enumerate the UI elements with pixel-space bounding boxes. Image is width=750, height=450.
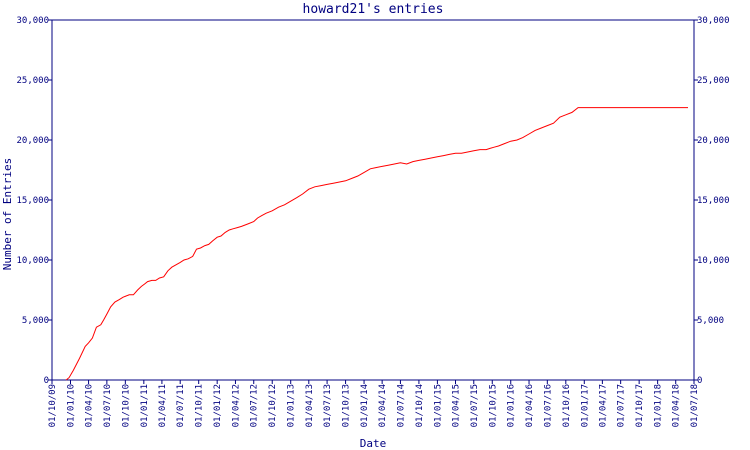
x-tick-label: 01/01/12	[213, 384, 223, 427]
y-tick-label-left: 30,000	[16, 16, 49, 26]
x-tick-label: 01/07/17	[617, 384, 627, 427]
x-tick-label: 01/07/12	[250, 384, 260, 427]
y-tick-label-left: 10,000	[16, 256, 49, 266]
x-tick-label: 01/04/18	[672, 384, 682, 427]
x-tick-label: 01/01/14	[360, 384, 370, 427]
x-tick-label: 01/04/12	[231, 384, 241, 427]
x-tick-label: 01/07/10	[103, 384, 113, 427]
x-tick-label: 01/01/17	[580, 384, 590, 427]
y-tick-label-left: 5,000	[22, 316, 49, 326]
x-tick-label: 01/10/16	[562, 384, 572, 427]
series-line-0	[65, 107, 688, 381]
y-tick-label-right: 5,000	[697, 316, 724, 326]
y-tick-label-left: 25,000	[16, 76, 49, 86]
x-tick-label: 01/04/13	[305, 384, 315, 427]
x-tick-label: 01/07/13	[323, 384, 333, 427]
x-tick-label: 01/01/10	[66, 384, 76, 427]
x-tick-label: 01/04/15	[451, 384, 461, 427]
plot-frame	[51, 19, 695, 381]
y-tick-label-right: 10,000	[697, 256, 730, 266]
x-tick-label: 01/10/11	[195, 384, 205, 427]
x-tick-label: 01/10/17	[635, 384, 645, 427]
y-tick-label-left: 20,000	[16, 136, 49, 146]
x-tick-label: 01/10/10	[121, 384, 131, 427]
y-tick-label-right: 0	[697, 376, 702, 386]
y-tick-label-right: 25,000	[697, 76, 730, 86]
chart-title: howard21's entries	[303, 2, 444, 17]
x-tick-label: 01/07/11	[176, 384, 186, 427]
x-axis-label: Date	[360, 437, 387, 450]
x-tick-label: 01/10/12	[268, 384, 278, 427]
x-tick-label: 01/04/11	[158, 384, 168, 427]
y-axis-left: 0 5,000 10,000 15,000 20,000 25,000 30,000	[16, 16, 52, 386]
y-axis-right: 0 5,000 10,000 15,000 20,000 25,000 30,000	[694, 16, 730, 386]
x-tick-label: 01/04/14	[378, 384, 388, 427]
x-tick-label: 01/10/13	[342, 384, 352, 427]
y-tick-label-right: 20,000	[697, 136, 730, 146]
x-tick-label: 01/01/18	[654, 384, 664, 427]
x-tick-label: 01/07/18	[690, 384, 700, 427]
x-tick-label: 01/04/10	[85, 384, 95, 427]
x-tick-label: 01/04/16	[525, 384, 535, 427]
series-group	[65, 107, 688, 381]
y-tick-label-right: 15,000	[697, 196, 730, 206]
x-tick-label: 01/04/17	[598, 384, 608, 427]
x-tick-label: 01/07/15	[470, 384, 480, 427]
x-tick-label: 01/07/16	[543, 384, 553, 427]
x-tick-label: 01/01/16	[507, 384, 517, 427]
x-tick-label: 01/10/15	[488, 384, 498, 427]
y-tick-label-left: 0	[44, 376, 49, 386]
x-tick-label: 01/01/15	[433, 384, 443, 427]
x-tick-label: 01/07/14	[396, 384, 406, 427]
x-tick-label: 01/10/14	[415, 384, 425, 427]
x-tick-label: 01/10/09	[48, 384, 58, 427]
x-tick-label: 01/01/13	[287, 384, 297, 427]
y-tick-label-right: 30,000	[697, 16, 730, 26]
y-tick-label-left: 15,000	[16, 196, 49, 206]
x-tick-label: 01/01/11	[140, 384, 150, 427]
y-axis-label: Number of Entries	[1, 158, 14, 271]
x-axis: 01/10/09 01/01/10 01/04/10 01/07/10 01/10/10…	[48, 380, 700, 427]
